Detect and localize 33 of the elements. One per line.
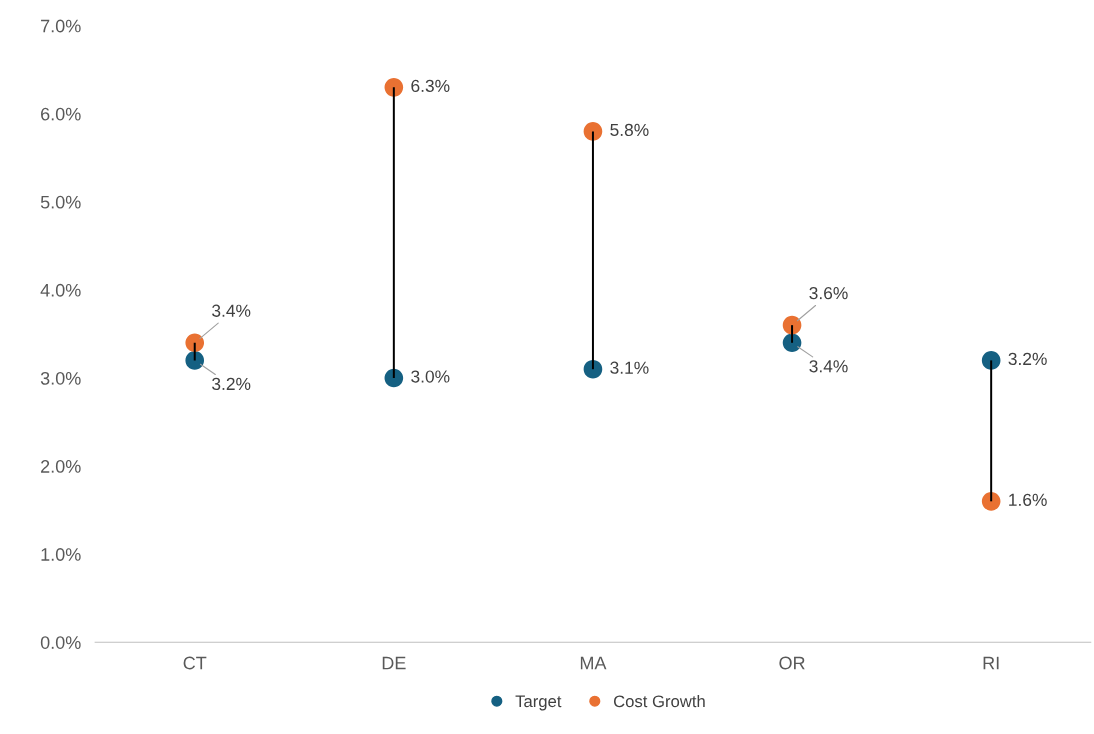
x-tick-label: DE <box>382 656 406 670</box>
data-label: 3.6% <box>809 286 848 300</box>
data-label: 3.2% <box>1008 352 1047 366</box>
data-label: 1.6% <box>1009 493 1047 506</box>
x-tick-label: MA <box>580 656 607 670</box>
point <box>583 359 603 379</box>
y-tick-label: 6.0% <box>41 107 81 121</box>
y-tick-label: 3.0% <box>40 371 81 385</box>
y-tick-label: 1.0% <box>41 548 81 561</box>
legend-label: Cost Growth <box>613 694 705 708</box>
data-label: 3.1% <box>610 361 649 374</box>
data-label: 3.2% <box>212 377 251 391</box>
point <box>384 368 404 388</box>
point <box>981 492 1001 511</box>
x-tick-label: OR <box>779 656 805 670</box>
point <box>583 122 603 141</box>
x-tick-label: CT <box>183 656 207 670</box>
x-tick-label: RI <box>983 656 999 670</box>
data-label: 3.0% <box>411 370 450 383</box>
y-tick-label: 5.0% <box>40 195 81 209</box>
y-tick-label: 7.0% <box>41 19 81 33</box>
y-tick-label: 4.0% <box>40 283 81 297</box>
data-label: 3.4% <box>809 360 848 373</box>
legend-label: Target <box>515 695 562 711</box>
point <box>782 315 802 335</box>
y-tick-label: 0.0% <box>40 636 81 649</box>
data-label: 6.3% <box>411 79 450 93</box>
y-tick-label: 2.0% <box>41 460 81 473</box>
bar <box>392 87 395 379</box>
data-label: 5.8% <box>610 123 649 137</box>
point <box>981 351 1001 370</box>
point <box>384 78 404 97</box>
data-label: 3.4% <box>212 304 251 317</box>
